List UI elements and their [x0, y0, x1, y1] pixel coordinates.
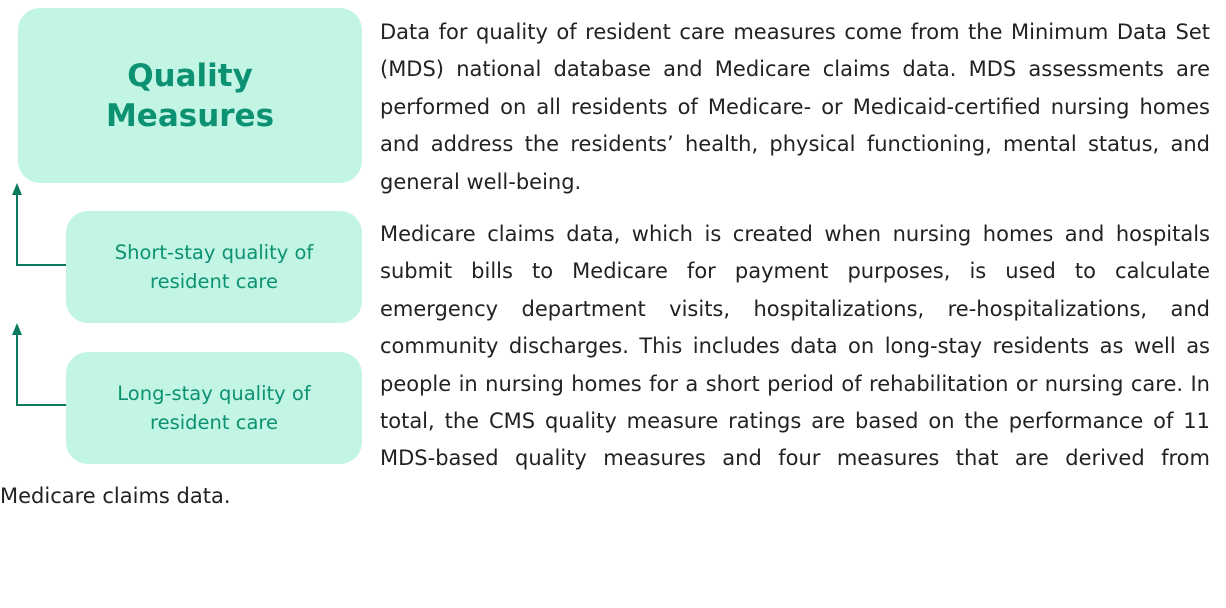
arrowhead [12, 183, 22, 195]
arrowhead [12, 323, 22, 335]
title-box: Quality Measures [18, 8, 362, 183]
box: Long-stay quality of resident care [66, 352, 362, 464]
arrow [16, 332, 66, 406]
body-text: Data for quality of resident care measur… [0, 20, 1210, 508]
box: Short-stay quality of resident care [66, 211, 362, 323]
arrow [16, 192, 66, 266]
paragraph: Data for quality of resident care measur… [380, 20, 1210, 194]
diagram: Quality Measures Short-stay quality of r… [0, 0, 372, 470]
arrows [12, 183, 66, 406]
paragraph: Medicare claims data, which is created w… [0, 222, 1210, 508]
